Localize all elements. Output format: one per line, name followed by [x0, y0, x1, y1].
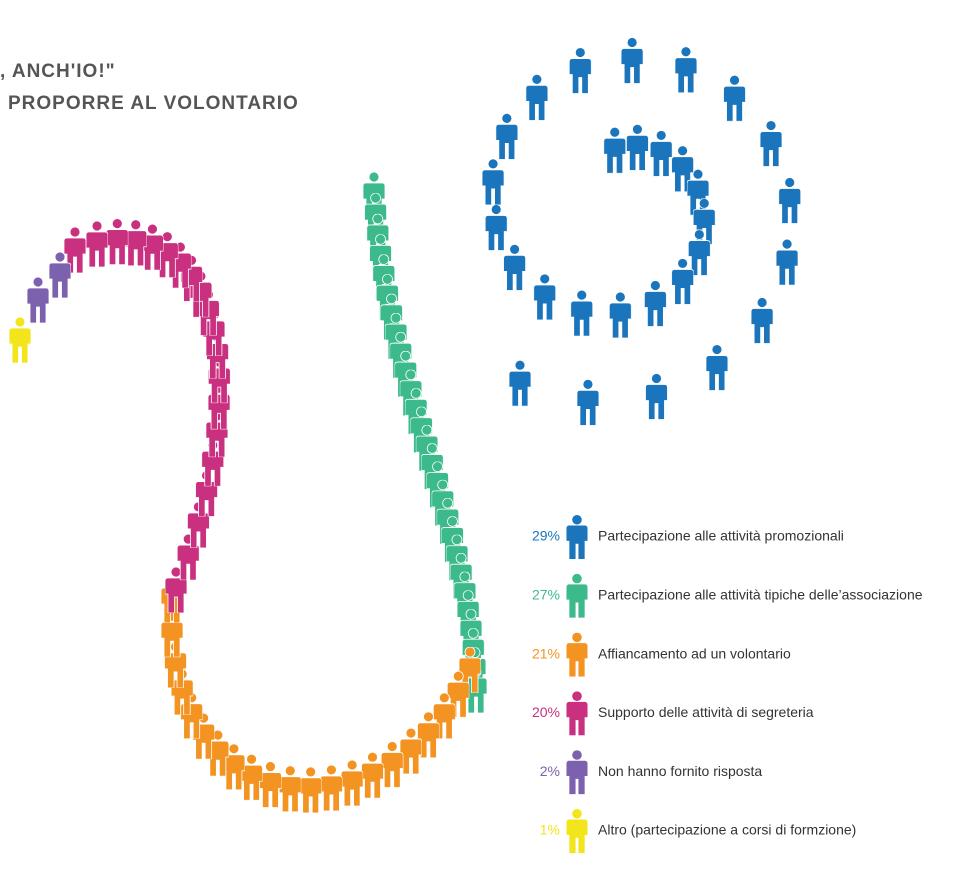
- pictogram-group: [64, 218, 231, 613]
- person-icon: [576, 379, 599, 426]
- legend-label: Affiancamento ad un volontario: [598, 645, 791, 661]
- legend-percent: 21%: [532, 645, 560, 661]
- person-icon: [320, 764, 343, 811]
- subtitle: PROPORRE AL VOLONTARIO: [8, 93, 299, 114]
- legend-label: Supporto delle attività di segreteria: [598, 704, 814, 720]
- legend-icon: [566, 632, 588, 677]
- legend-label: Partecipazione alle attività promozional…: [598, 528, 844, 544]
- person-icon: [259, 761, 282, 808]
- pictogram-group: [363, 172, 487, 713]
- person-icon: [723, 75, 746, 122]
- person-icon: [485, 204, 508, 251]
- person-icon: [645, 373, 668, 420]
- person-icon: [644, 280, 667, 327]
- person-icon: [106, 218, 129, 265]
- legend-percent: 20%: [532, 704, 560, 720]
- person-icon: [569, 47, 592, 94]
- person-icon: [776, 239, 799, 286]
- legend-percent: 2%: [540, 763, 560, 779]
- person-icon: [9, 317, 31, 363]
- legend-icon: [566, 809, 588, 853]
- person-icon: [279, 765, 302, 812]
- person-icon: [621, 37, 644, 84]
- person-icon: [650, 130, 673, 177]
- legend-label: Non hanno fornito risposta: [598, 763, 762, 779]
- person-icon: [570, 290, 593, 337]
- legend-icon: [566, 750, 588, 795]
- person-icon: [533, 273, 556, 320]
- person-icon: [86, 220, 109, 267]
- legend-icon: [566, 515, 588, 559]
- person-icon: [626, 124, 649, 171]
- pictogram-group: [27, 252, 71, 323]
- person-icon: [778, 177, 801, 224]
- person-icon: [705, 344, 728, 391]
- legend-percent: 1%: [540, 822, 560, 838]
- person-icon: [674, 46, 697, 93]
- person-icon: [495, 113, 518, 160]
- person-icon: [509, 360, 531, 407]
- person-icon: [751, 297, 774, 344]
- pictogram-group: [482, 37, 801, 426]
- person-icon: [503, 244, 526, 291]
- person-icon: [341, 760, 364, 807]
- legend-icon: [566, 573, 588, 618]
- legend-percent: 29%: [532, 528, 560, 544]
- person-icon: [27, 277, 49, 323]
- person-icon: [525, 74, 548, 121]
- person-icon: [361, 752, 384, 799]
- legend-icon: [566, 691, 588, 736]
- legend-label: Partecipazione alle attività tipiche del…: [598, 587, 923, 603]
- title: , ANCH'IO!": [0, 61, 116, 82]
- person-icon: [609, 291, 632, 338]
- person-icon: [299, 766, 322, 813]
- legend-label: Altro (partecipazione a corsi di formzio…: [598, 822, 856, 838]
- pictogram-group: [161, 577, 481, 813]
- person-icon: [760, 120, 783, 167]
- person-icon: [671, 258, 694, 305]
- person-icon: [482, 158, 505, 205]
- legend-percent: 27%: [532, 587, 560, 603]
- person-icon: [381, 741, 404, 788]
- person-icon: [603, 127, 626, 174]
- pictogram-group: [9, 317, 31, 363]
